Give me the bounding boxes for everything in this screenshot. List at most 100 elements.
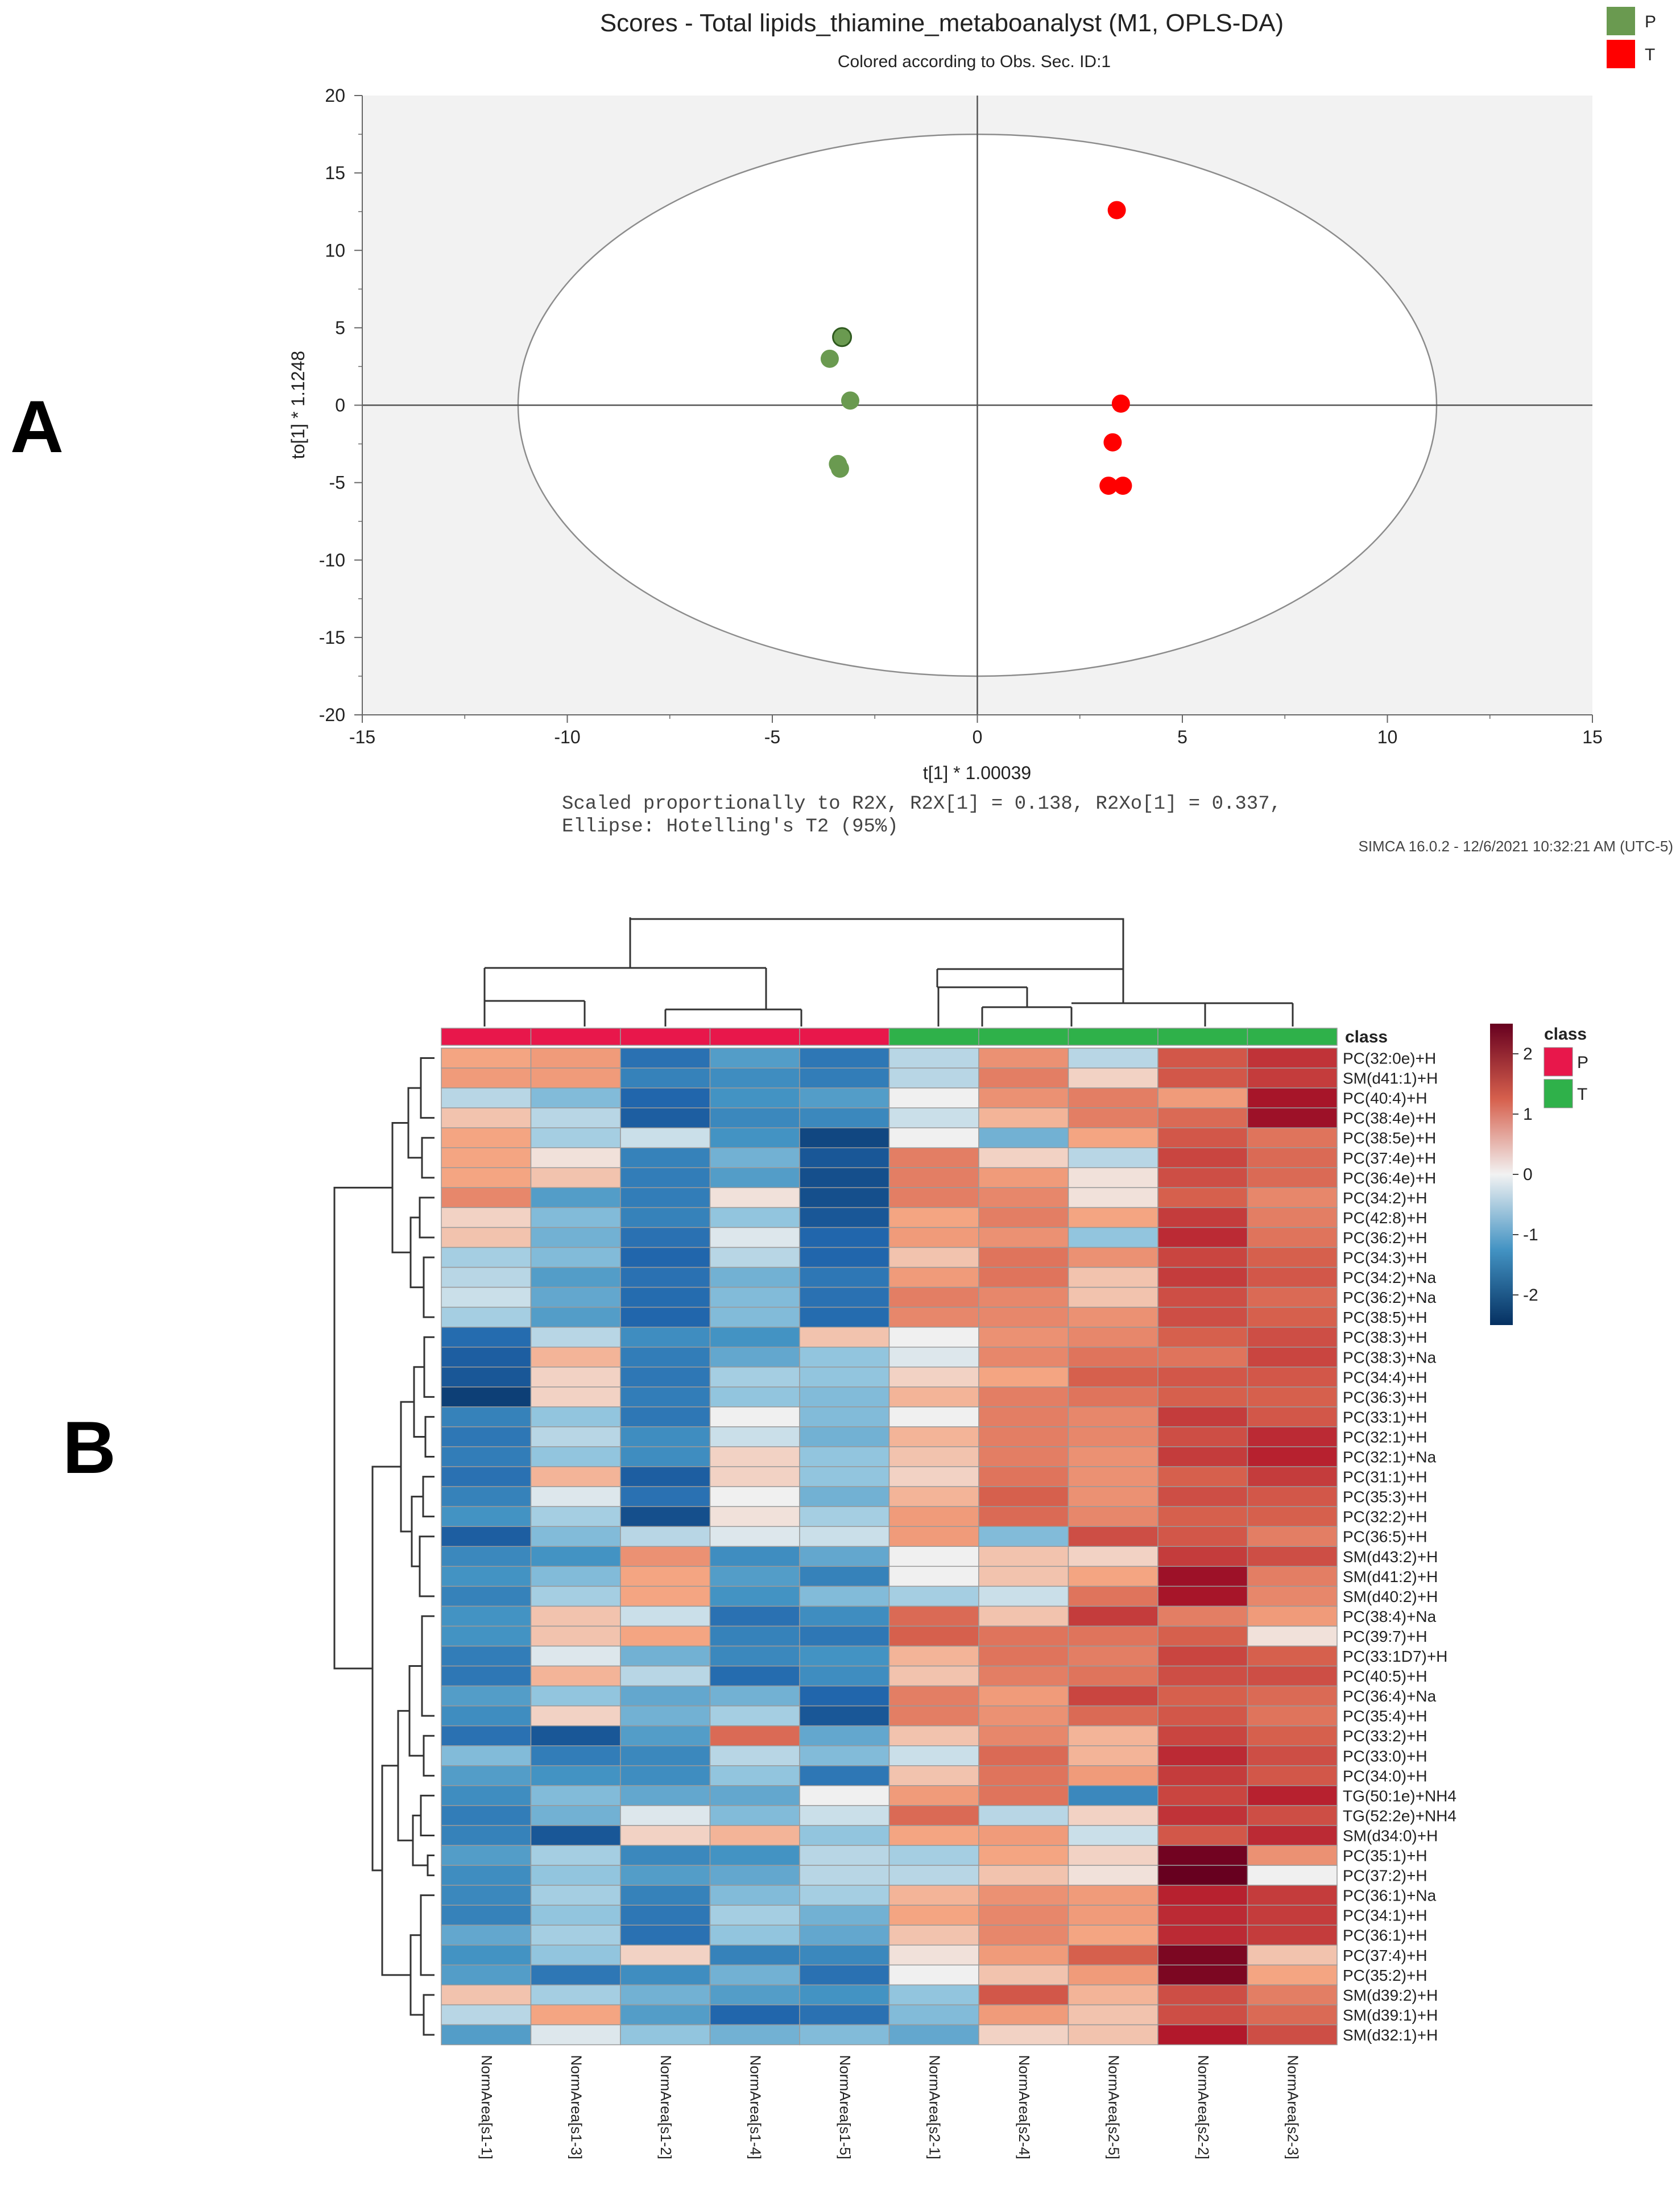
heatmap-cell — [620, 1187, 711, 1208]
heatmap-cell — [620, 1266, 711, 1288]
heatmap-cell — [1067, 1367, 1158, 1388]
heatmap-cell — [530, 1705, 621, 1727]
heatmap-cell — [530, 1984, 621, 2006]
heatmap-cell — [1067, 1266, 1158, 1288]
heatmap-cell — [799, 1924, 890, 1946]
heatmap-cell — [1067, 1944, 1158, 1966]
heatmap-cell — [530, 1127, 621, 1148]
heatmap-cell — [620, 1984, 711, 2006]
x-tick-label: 15 — [1582, 727, 1603, 747]
heatmap-cell — [441, 1685, 532, 1707]
heatmap-cell — [1067, 1286, 1158, 1308]
heatmap-cell — [1247, 1625, 1338, 1647]
heatmap-cell — [888, 1107, 979, 1128]
heatmap-cell — [1247, 1426, 1338, 1447]
column-label: NormArea[s1-4] — [747, 2055, 764, 2160]
heatmap-cell — [709, 1048, 800, 1069]
score-point-p — [830, 460, 849, 478]
heatmap-cell — [1157, 1665, 1248, 1687]
heatmap-cell — [1067, 1526, 1158, 1547]
heatmap-cell — [530, 2024, 621, 2046]
heatmap-cell — [978, 2024, 1069, 2046]
heatmap-cell — [1157, 1347, 1248, 1368]
heatmap-cell — [709, 1227, 800, 1248]
heatmap-cell — [620, 1905, 711, 1926]
heatmap-cell — [441, 1885, 532, 1906]
heatmap-cell — [530, 1845, 621, 1866]
heatmap-cell — [441, 1645, 532, 1667]
heatmap-cell — [620, 1725, 711, 1746]
heatmap-cell — [1247, 1207, 1338, 1228]
heatmap-cell — [1247, 1127, 1338, 1148]
heatmap-cell — [799, 1745, 890, 1766]
heatmap-cell — [1247, 1845, 1338, 1866]
heatmap-cell — [978, 1266, 1069, 1288]
heatmap-cell — [799, 1665, 890, 1687]
row-labels: PC(32:0e)+H SM(d41:1)+H PC(40:4)+H PC(38:4e… — [1343, 1050, 1456, 2044]
row-label: PC(33:2)+H — [1343, 1727, 1427, 1745]
heatmap-cell — [1157, 1286, 1248, 1308]
heatmap-cell — [1157, 1466, 1248, 1487]
heatmap-cell — [530, 1147, 621, 1169]
heatmap-cell — [1247, 1685, 1338, 1707]
heatmap-cell — [799, 2024, 890, 2046]
row-dendrogram-branch — [420, 1894, 435, 1976]
class-bar-cell — [441, 1028, 532, 1046]
heatmap-cell — [888, 1506, 979, 1527]
heatmap-cell — [620, 1286, 711, 1308]
heatmap-cell — [1247, 1605, 1338, 1627]
row-label: PC(36:4)+Na — [1343, 1687, 1437, 1705]
heatmap-cell — [441, 2024, 532, 2046]
heatmap-cell — [441, 1605, 532, 1627]
column-label: NormArea[s1-3] — [568, 2055, 585, 2160]
heatmap-cell — [1157, 1566, 1248, 1587]
heatmap-cell — [978, 1127, 1069, 1148]
row-label: PC(34:1)+H — [1343, 1907, 1427, 1924]
heatmap-cell — [799, 1964, 890, 1986]
heatmap-cell — [978, 1446, 1069, 1467]
heatmap-cell — [978, 2004, 1069, 2026]
heatmap-cell — [1247, 1865, 1338, 1886]
heatmap-cell — [978, 1426, 1069, 1447]
heatmap-cell — [888, 1167, 979, 1189]
heatmap-cell — [1067, 2004, 1158, 2026]
heatmap-cell — [799, 1546, 890, 1567]
heatmap-cell — [888, 1984, 979, 2006]
panel-letter-a: A — [10, 385, 64, 468]
heatmap-cell — [441, 1765, 532, 1786]
heatmap-cell — [1067, 1107, 1158, 1128]
heatmap-cell — [530, 1825, 621, 1846]
heatmap-cell — [799, 1167, 890, 1189]
heatmap-cell — [978, 1207, 1069, 1228]
heatmap-cell — [1247, 1087, 1338, 1108]
heatmap-cell — [620, 1406, 711, 1427]
score-point-t — [1099, 477, 1118, 495]
heatmap-cell — [888, 1266, 979, 1288]
heatmap-class-legend: class P T — [1544, 1025, 1588, 1108]
row-label: PC(33:1D7)+H — [1343, 1648, 1447, 1665]
zero-lines — [362, 96, 1592, 715]
heatmap-cell — [709, 2024, 800, 2046]
y-tick-label: -5 — [329, 473, 345, 493]
heatmap-cell — [709, 1566, 800, 1587]
class-legend-swatch-p — [1544, 1047, 1573, 1077]
heatmap-cell — [620, 1367, 711, 1388]
heatmap-cell — [1247, 1107, 1338, 1128]
heatmap-cell — [1247, 1924, 1338, 1946]
heatmap-cell — [1067, 1167, 1158, 1189]
heatmap-cell — [799, 1187, 890, 1208]
heatmap-cell — [530, 1048, 621, 1069]
column-label: NormArea[s2-1] — [926, 2055, 943, 2160]
heatmap-cell — [1157, 1247, 1248, 1268]
heatmap-cell — [441, 1586, 532, 1607]
heatmap-cell — [978, 1605, 1069, 1627]
row-label: PC(32:1)+H — [1343, 1428, 1427, 1446]
row-dendrogram-branch — [409, 1216, 424, 1289]
scores-plot: Scores - Total lipids_thiamine_metaboana… — [288, 7, 1673, 855]
heatmap-cell — [1067, 1067, 1158, 1088]
heatmap-cell — [1157, 1705, 1248, 1727]
heatmap-cell — [888, 1725, 979, 1746]
legend-swatch-p — [1607, 7, 1635, 35]
heatmap-cell — [978, 1625, 1069, 1647]
heatmap-cell — [441, 1825, 532, 1846]
